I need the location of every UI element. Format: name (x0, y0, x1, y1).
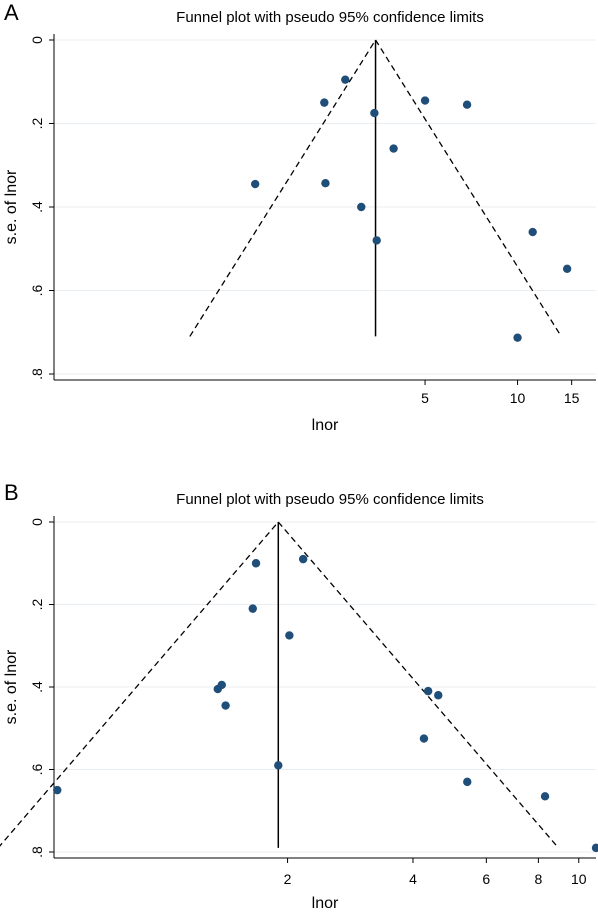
funnel-plot-a: Funnel plot with pseudo 95% confidence l… (3, 9, 596, 434)
study-point (53, 785, 62, 795)
lower-confidence-limit (0, 521, 279, 847)
x-tick-label: 15 (564, 390, 580, 406)
y-tick-label: .4 (29, 681, 45, 693)
lower-confidence-limit (189, 39, 377, 337)
x-tick-label: 2 (284, 871, 292, 887)
y-tick-label: 0 (29, 36, 45, 44)
y-tick-label: .2 (29, 598, 45, 610)
study-point (463, 777, 472, 787)
x-axis-label: lnor (312, 417, 339, 434)
x-tick-label: 4 (409, 871, 417, 887)
y-axis-label: s.e. of lnor (3, 169, 20, 244)
study-point (298, 554, 308, 564)
chart-title: Funnel plot with pseudo 95% confidence l… (176, 491, 484, 508)
study-point (274, 761, 283, 770)
chart-title: Funnel plot with pseudo 95% confidence l… (176, 9, 484, 26)
upper-confidence-limit (277, 521, 559, 849)
upper-confidence-limit (374, 39, 562, 337)
y-tick-label: .8 (29, 846, 45, 858)
y-axis-label: s.e. of lnor (3, 649, 20, 724)
y-tick-label: .6 (29, 763, 45, 775)
study-point (372, 236, 381, 245)
study-point (248, 604, 257, 613)
x-tick-label: 10 (510, 390, 526, 406)
x-tick-label: 6 (482, 871, 490, 887)
x-tick-label: 10 (571, 871, 587, 887)
study-point (423, 686, 433, 696)
study-point (221, 701, 230, 710)
study-point (419, 734, 429, 743)
x-tick-label: 8 (534, 871, 542, 887)
study-point (285, 631, 294, 640)
study-point (251, 559, 261, 568)
study-point (434, 691, 443, 700)
y-tick-label: .6 (29, 284, 45, 296)
study-point (389, 144, 398, 153)
study-point (357, 202, 366, 212)
study-point (462, 100, 472, 109)
x-axis-label: lnor (312, 895, 339, 912)
x-tick-label: 5 (421, 390, 429, 406)
study-point (341, 75, 350, 84)
study-point (320, 98, 329, 107)
funnel-plot-panel-a: A Funnel plot with pseudo 95% confidence… (3, 0, 596, 434)
funnel-plot-b: Funnel plot with pseudo 95% confidence l… (0, 491, 598, 912)
study-point (562, 264, 572, 273)
study-point (321, 179, 330, 188)
study-point (591, 843, 598, 853)
y-tick-label: .2 (29, 117, 45, 129)
panel-label: A (4, 0, 19, 25)
study-point (217, 680, 226, 690)
panel-label: B (4, 480, 19, 505)
funnel-plot-panel-b: B Funnel plot with pseudo 95% confidence… (0, 456, 598, 912)
study-point (420, 96, 430, 105)
study-point (513, 333, 522, 342)
study-point (370, 108, 379, 118)
study-point (250, 179, 260, 189)
y-tick-label: .8 (29, 368, 45, 380)
y-tick-label: .4 (29, 201, 45, 213)
study-point (540, 792, 550, 801)
y-tick-label: 0 (29, 518, 45, 526)
study-point (528, 227, 537, 237)
